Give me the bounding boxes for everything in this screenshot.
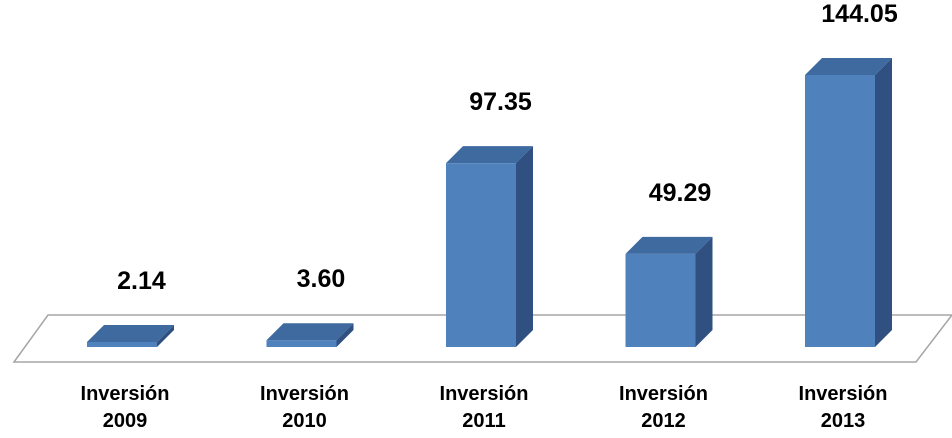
category-label-line: 2009 <box>103 410 148 432</box>
value-label: 2.14 <box>117 267 166 295</box>
bar-front-face <box>446 163 516 347</box>
category-label-line: Inversión <box>619 383 708 405</box>
category-label-line: 2013 <box>821 410 866 432</box>
category-label-line: Inversión <box>81 383 170 405</box>
category-label: Inversión 2013 <box>799 383 888 432</box>
category-label: Inversión 2011 <box>440 383 529 432</box>
bar-side-face <box>875 58 892 347</box>
bar-front-face <box>625 253 696 347</box>
category-label-line: 2010 <box>282 410 327 432</box>
bar-side-face <box>157 325 174 347</box>
bar-top-face <box>446 146 533 164</box>
bar-top-face <box>805 58 892 75</box>
bar-front-face <box>87 342 157 347</box>
category-label: Inversión 2009 <box>81 383 170 432</box>
category-label: Inversión 2012 <box>619 383 708 432</box>
bar-3 <box>625 236 713 347</box>
bar-2 <box>446 146 533 347</box>
value-label: 144.05 <box>821 0 898 28</box>
category-label-line: Inversión <box>260 383 349 405</box>
category-label-line: 2012 <box>641 410 686 432</box>
bars-group <box>87 58 892 347</box>
floor-plane <box>12 314 952 363</box>
category-label: Inversión 2010 <box>260 383 349 432</box>
category-label-line: Inversión <box>440 383 529 405</box>
value-label: 97.35 <box>469 88 532 116</box>
bar-front-face <box>805 75 875 347</box>
bar-top-face <box>87 325 174 342</box>
category-label-line: Inversión <box>799 383 888 405</box>
bar-front-face <box>266 340 337 347</box>
bar-4 <box>805 58 892 347</box>
bar-side-face <box>336 323 354 347</box>
bar-0 <box>87 325 174 347</box>
bar-top-face <box>266 323 354 341</box>
bar-side-face <box>516 146 533 347</box>
chart-floor <box>12 314 952 363</box>
value-label: 3.60 <box>297 265 346 293</box>
bar-1 <box>266 323 354 347</box>
bar-side-face <box>695 236 713 347</box>
category-label-line: 2011 <box>462 410 505 432</box>
bar-top-face <box>625 236 713 254</box>
value-label: 49.29 <box>649 179 712 207</box>
value-labels-group: 2.14 3.60 97.35 49.29 144.05 <box>117 0 898 295</box>
